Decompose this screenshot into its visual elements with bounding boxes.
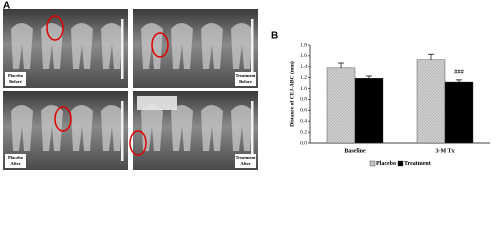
error-bar [366,75,372,79]
figure: A B PlaceboBeforeTreatmentBeforePlaceboA… [3,1,490,170]
tooth [141,23,163,69]
highlight-circle [46,15,64,41]
panel-label: A [3,1,10,12]
xray-images: PlaceboBeforeTreatmentBeforePlaceboAfter… [3,9,258,170]
tooth [101,105,123,151]
panel-label: B [271,31,278,42]
instrument [137,96,177,110]
image-label: Placebo [8,73,24,78]
x-tick-label: Baseline [344,148,366,154]
y-tick-label: 0.8 [300,97,307,103]
y-tick-label: 1.2 [300,75,307,81]
tooth [41,105,63,151]
legend-swatch [369,160,376,167]
y-tick-label: 1.6 [300,53,307,59]
label-box [235,154,256,168]
ruler [251,101,254,161]
tooth [231,23,253,69]
annotation: ### [454,68,465,75]
ruler [121,101,124,161]
tooth [71,23,93,69]
ruler [251,19,254,79]
y-tick-label: 0.2 [300,129,307,135]
bar [354,78,384,144]
image-label: Treatment [235,73,256,78]
error-bar [456,79,462,83]
highlight-circle [129,130,147,156]
legend-label: Placebo [376,161,396,167]
ruler [121,19,124,79]
highlight-circle [54,106,72,132]
tooth [201,105,223,151]
tooth [71,105,93,151]
y-tick-label: 1.0 [300,86,307,92]
bar [326,67,356,144]
image-label: Before [239,79,252,84]
legend-swatch [397,160,404,167]
image-label: After [240,161,250,166]
y-tick-label: 0.0 [300,140,307,146]
chart: Distance of CEJ-ABC (mm) 0.0 0.2 0.4 0.6 0.8… [288,42,490,167]
image-label: After [10,161,20,166]
x-tick-label: 3-M Tx [435,148,454,154]
tooth [11,23,33,69]
legend-label: Treatment [404,161,431,167]
y-tick-label: 0.6 [300,108,307,114]
tooth [231,105,253,151]
error-bar [428,53,434,60]
label-box [5,154,26,168]
y-axis-label: Distance of CEJ-ABC (mm) [288,61,295,127]
y-tick-label: 1.8 [300,42,307,48]
error-bar [338,62,344,68]
bar [416,59,446,144]
image-label: Treatment [235,155,256,160]
tooth [141,105,163,151]
tooth [171,105,193,151]
bar [444,81,474,144]
tooth [101,23,123,69]
tooth [201,23,223,69]
image-label: Before [9,79,22,84]
y-tick-label: 1.4 [300,64,307,70]
label-box [5,72,26,86]
image-label: Placebo [8,155,24,160]
tooth [11,105,33,151]
tooth [41,23,63,69]
tooth [171,23,193,69]
highlight-circle [151,32,169,58]
y-tick-label: 0.4 [300,118,307,124]
label-box [235,72,256,86]
